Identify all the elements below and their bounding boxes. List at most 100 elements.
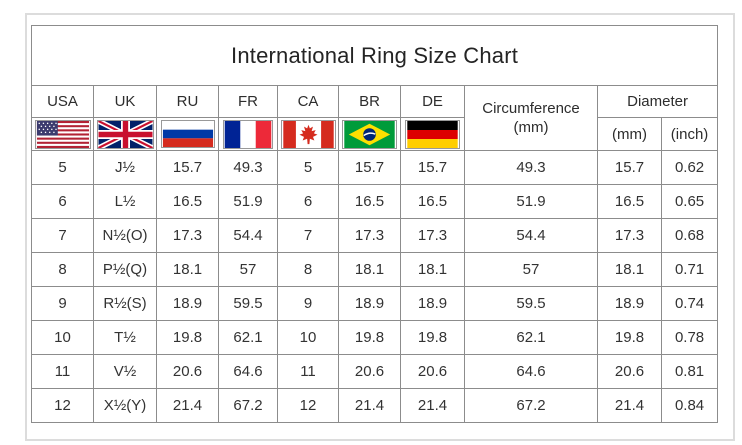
cell-uk: L½ (93, 184, 157, 219)
cell-usa: 11 (31, 354, 94, 389)
cell-diameter-inch: 0.84 (660, 388, 719, 423)
cell-ca: 10 (277, 320, 339, 355)
col-header-circumference: Circumference (mm) (464, 85, 598, 151)
table-row: 9 R½(S) 18.9 59.5 9 18.9 18.9 59.5 18.9 0.74 (31, 286, 719, 321)
cell-diameter-mm: 20.6 (597, 354, 662, 389)
col-header-br: BR (338, 85, 401, 118)
col-header-ru: RU (156, 85, 219, 118)
cell-ru: 18.1 (156, 252, 219, 287)
cell-ca: 9 (277, 286, 339, 321)
title-row: International Ring Size Chart (30, 25, 719, 86)
table-row: 12 X½(Y) 21.4 67.2 12 21.4 21.4 67.2 21.4 0.84 (31, 388, 719, 423)
cell-uk: J½ (93, 150, 157, 185)
canada-flag-cell (277, 117, 339, 151)
cell-diameter-inch: 0.62 (660, 150, 719, 185)
cell-fr: 62.1 (218, 320, 278, 355)
cell-circumference-mm: 54.4 (464, 218, 598, 253)
col-header-usa: USA (31, 85, 94, 118)
cell-ca: 7 (277, 218, 339, 253)
col-header-diameter: Diameter (596, 85, 719, 118)
maple-leaf-icon (299, 124, 317, 144)
russia-flag-icon (160, 120, 215, 148)
cell-br: 20.6 (338, 354, 401, 389)
cell-de: 21.4 (400, 388, 465, 423)
cell-fr: 54.4 (218, 218, 278, 253)
cell-ca: 12 (277, 388, 339, 423)
russia-flag-cell (156, 117, 219, 151)
cell-diameter-inch: 0.68 (660, 218, 719, 253)
cell-diameter-mm: 17.3 (597, 218, 662, 253)
germany-flag-cell (400, 117, 465, 151)
diameter-inch-header: (inch) (660, 117, 719, 151)
cell-br: 15.7 (338, 150, 401, 185)
france-flag-icon (223, 119, 273, 149)
germany-flag-icon (405, 119, 460, 149)
cell-uk: V½ (93, 354, 157, 389)
cell-usa: 5 (31, 150, 94, 185)
cell-ru: 19.8 (156, 320, 219, 355)
cell-diameter-inch: 0.71 (660, 252, 719, 287)
cell-diameter-mm: 15.7 (597, 150, 662, 185)
table-row: 10 T½ 19.8 62.1 10 19.8 19.8 62.1 19.8 0.78 (31, 320, 719, 355)
cell-diameter-mm: 19.8 (597, 320, 662, 355)
cell-fr: 59.5 (218, 286, 278, 321)
flag-header-row: (mm) (inch) (31, 117, 719, 151)
cell-ru: 17.3 (156, 218, 219, 253)
cell-br: 18.1 (338, 252, 401, 287)
col-header-uk: UK (93, 85, 157, 118)
cell-de: 20.6 (400, 354, 465, 389)
cell-diameter-mm: 18.1 (597, 252, 662, 287)
cell-de: 15.7 (400, 150, 465, 185)
table-row: 11 V½ 20.6 64.6 11 20.6 20.6 64.6 20.6 0.81 (31, 354, 719, 389)
cell-fr: 64.6 (218, 354, 278, 389)
cell-usa: 10 (31, 320, 94, 355)
cell-diameter-inch: 0.65 (660, 184, 719, 219)
cell-circumference-mm: 62.1 (464, 320, 598, 355)
usa-flag-cell (31, 117, 94, 151)
cell-br: 21.4 (338, 388, 401, 423)
cell-circumference-mm: 57 (464, 252, 598, 287)
brazil-flag-cell (338, 117, 401, 151)
cell-ca: 8 (277, 252, 339, 287)
table-row: 7 N½(O) 17.3 54.4 7 17.3 17.3 54.4 17.3 0.68 (31, 218, 719, 253)
cell-br: 16.5 (338, 184, 401, 219)
cell-diameter-mm: 16.5 (597, 184, 662, 219)
cell-de: 19.8 (400, 320, 465, 355)
brazil-flag-icon (342, 119, 397, 149)
cell-ru: 18.9 (156, 286, 219, 321)
cell-usa: 9 (31, 286, 94, 321)
cell-de: 18.1 (400, 252, 465, 287)
cell-ca: 5 (277, 150, 339, 185)
uk-flag-icon (96, 119, 154, 149)
cell-de: 17.3 (400, 218, 465, 253)
cell-br: 19.8 (338, 320, 401, 355)
cell-circumference-mm: 59.5 (464, 286, 598, 321)
cell-usa: 6 (31, 184, 94, 219)
cell-fr: 51.9 (218, 184, 278, 219)
cell-diameter-inch: 0.81 (660, 354, 719, 389)
cell-usa: 12 (31, 388, 94, 423)
cell-de: 18.9 (400, 286, 465, 321)
cell-circumference-mm: 49.3 (464, 150, 598, 185)
uk-flag-cell (93, 117, 157, 151)
cell-ru: 16.5 (156, 184, 219, 219)
ring-size-table: International Ring Size Chart USA UK RU … (30, 25, 719, 423)
cell-ru: 20.6 (156, 354, 219, 389)
cell-uk: R½(S) (93, 286, 157, 321)
canada-flag-icon (280, 119, 336, 149)
cell-diameter-inch: 0.78 (660, 320, 719, 355)
cell-uk: N½(O) (93, 218, 157, 253)
circumference-unit: (mm) (513, 119, 549, 136)
cell-diameter-mm: 21.4 (597, 388, 662, 423)
col-header-ca: CA (277, 85, 339, 118)
cell-uk: X½(Y) (93, 388, 157, 423)
col-header-de: DE (400, 85, 465, 118)
cell-usa: 8 (31, 252, 94, 287)
cell-fr: 67.2 (218, 388, 278, 423)
cell-uk: T½ (93, 320, 157, 355)
country-header-row: USA UK RU FR CA BR DE Circumference (mm)… (31, 85, 719, 151)
cell-fr: 49.3 (218, 150, 278, 185)
cell-de: 16.5 (400, 184, 465, 219)
cell-ru: 15.7 (156, 150, 219, 185)
